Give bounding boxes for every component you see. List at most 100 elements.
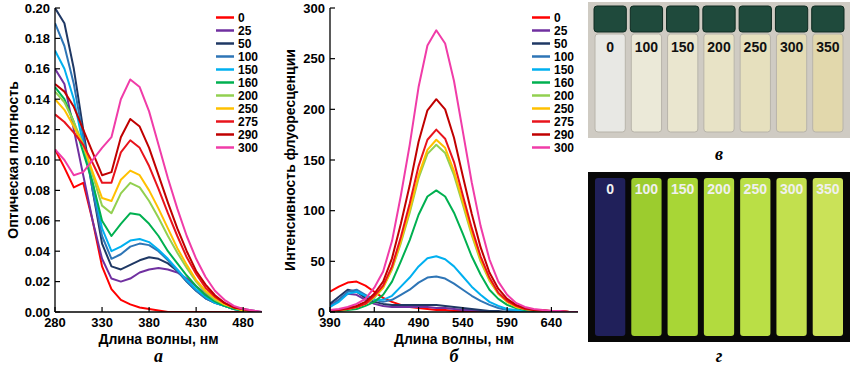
vial-liquid: [631, 34, 661, 132]
legend-label: 160: [238, 76, 258, 90]
vial-label: 350: [816, 39, 840, 55]
x-tick-label: 480: [232, 315, 254, 330]
vial-liquid: [740, 34, 770, 132]
legend-swatch: [532, 68, 550, 71]
legend-label: 290: [554, 128, 574, 142]
y-tick-label: 0.14: [25, 92, 51, 107]
legend-label: 150: [554, 63, 574, 77]
vial-label: 200: [707, 181, 731, 197]
vial-cap: [812, 6, 844, 32]
y-tick: [55, 220, 60, 221]
vial-liquid: [776, 34, 806, 132]
vial-liquid: [776, 178, 806, 336]
vial-label: 250: [744, 181, 768, 197]
legend-swatch: [216, 120, 234, 123]
y-tick-label: 100: [303, 203, 325, 218]
x-tick: [148, 307, 149, 312]
vial-label: 150: [671, 39, 695, 55]
y-tick-label: 250: [303, 51, 325, 66]
legend-label: 290: [238, 128, 258, 142]
legend-label: 0: [554, 11, 561, 25]
y-tick-label: 0.18: [25, 31, 50, 46]
legend-swatch: [532, 107, 550, 110]
series-line: [55, 87, 262, 312]
series-line: [55, 69, 262, 312]
y-tick: [330, 210, 335, 211]
panel-letter: в: [715, 144, 723, 164]
vial-label: 200: [707, 39, 731, 55]
legend-swatch: [532, 94, 550, 97]
y-tick: [330, 261, 335, 262]
y-tick-label: 0.06: [25, 213, 50, 228]
y-tick-label: 300: [303, 1, 325, 16]
legend-label: 50: [554, 37, 568, 51]
legend-swatch: [216, 16, 234, 19]
vial-cap: [775, 6, 807, 32]
vial-label: 150: [671, 181, 695, 197]
photo-background: [588, 172, 850, 342]
photo-1: 0100150200250300350г: [588, 172, 850, 366]
x-tick-label: 280: [44, 315, 66, 330]
x-tick: [374, 307, 375, 312]
legend-swatch: [532, 146, 550, 149]
photo-background: [588, 2, 850, 138]
photo-0: 0100150200250300350в: [588, 2, 850, 164]
y-tick: [55, 190, 60, 191]
series-group: [55, 8, 262, 312]
x-tick-label: 430: [185, 315, 207, 330]
series-line: [55, 8, 262, 312]
legend-swatch: [216, 107, 234, 110]
x-tick-label: 590: [496, 315, 518, 330]
legend-label: 300: [238, 141, 258, 155]
legend-swatch: [532, 29, 550, 32]
legend-label: 200: [238, 89, 258, 103]
legend-label: 150: [238, 63, 258, 77]
x-tick-label: 390: [319, 315, 341, 330]
panel-letter: а: [154, 346, 163, 366]
series-line: [55, 99, 262, 312]
legend-swatch: [532, 16, 550, 19]
legend-label: 100: [554, 50, 574, 64]
series-line: [330, 277, 578, 312]
series-line: [55, 84, 262, 312]
y-tick: [330, 58, 335, 59]
y-tick-label: 0.16: [25, 61, 50, 76]
vial-liquid: [704, 34, 734, 132]
vial-cap: [630, 6, 662, 32]
x-tick: [507, 307, 508, 312]
vial-liquid: [595, 34, 625, 132]
series-line: [330, 190, 578, 312]
y-tick-label: 0.20: [25, 1, 50, 16]
legend-label: 25: [238, 24, 252, 38]
legend-swatch: [216, 146, 234, 149]
legend-label: 275: [238, 115, 258, 129]
panel-1: 050100150200250300390440490540590640Длин…: [282, 1, 578, 367]
x-tick-label: 640: [541, 315, 563, 330]
x-tick: [329, 307, 330, 312]
y-tick: [330, 159, 335, 160]
figure: 0.000.020.040.060.080.100.120.140.160.18…: [0, 0, 853, 367]
panel-0: 0.000.020.040.060.080.100.120.140.160.18…: [5, 1, 262, 367]
x-axis-title: Длина волны, нм: [394, 331, 514, 347]
series-line: [55, 79, 262, 312]
legend-swatch: [216, 68, 234, 71]
y-tick: [55, 7, 60, 8]
legend-label: 250: [554, 102, 574, 116]
y-tick: [55, 281, 60, 282]
y-tick-label: 0.02: [25, 274, 50, 289]
y-tick-label: 0.04: [25, 244, 51, 259]
legend-label: 275: [554, 115, 574, 129]
legend-swatch: [532, 42, 550, 45]
series-line: [55, 92, 262, 312]
legend-label: 25: [554, 24, 568, 38]
legend-swatch: [216, 55, 234, 58]
vial-liquid: [595, 178, 625, 336]
legend-label: 100: [238, 50, 258, 64]
x-tick: [101, 307, 102, 312]
vial-label: 100: [635, 39, 659, 55]
vial-cap: [594, 6, 626, 32]
legend-swatch: [216, 133, 234, 136]
y-tick: [55, 68, 60, 69]
legend-swatch: [216, 29, 234, 32]
legend-label: 200: [554, 89, 574, 103]
